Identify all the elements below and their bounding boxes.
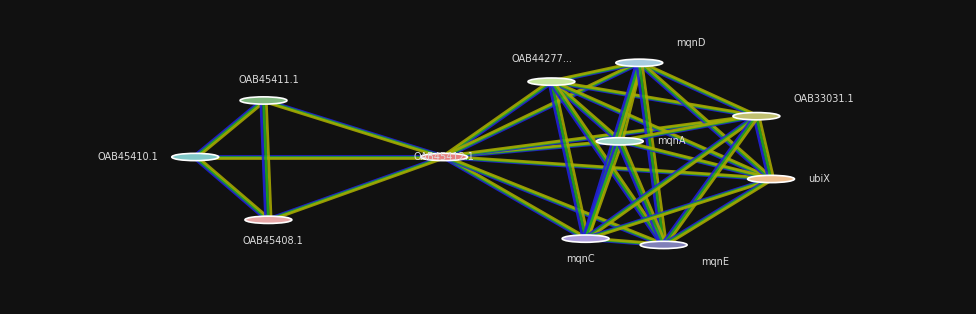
Text: mqnE: mqnE [701, 257, 729, 267]
Text: OAB45411.1: OAB45411.1 [238, 75, 299, 85]
Ellipse shape [748, 175, 794, 183]
Ellipse shape [596, 138, 643, 145]
Ellipse shape [640, 241, 687, 249]
Text: OAB45412.1: OAB45412.1 [414, 152, 474, 162]
Text: OAB33031.1: OAB33031.1 [793, 94, 854, 104]
Ellipse shape [528, 78, 575, 85]
Text: OAB45408.1: OAB45408.1 [243, 236, 304, 246]
Text: mqnD: mqnD [676, 38, 706, 48]
Ellipse shape [616, 59, 663, 67]
Ellipse shape [172, 153, 219, 161]
Ellipse shape [562, 235, 609, 242]
Ellipse shape [240, 97, 287, 104]
Text: OAB44277...: OAB44277... [511, 54, 572, 64]
Ellipse shape [421, 153, 468, 161]
Ellipse shape [733, 112, 780, 120]
Ellipse shape [245, 216, 292, 224]
Text: mqnC: mqnC [566, 254, 595, 264]
Text: mqnA: mqnA [657, 136, 685, 146]
Text: ubiX: ubiX [808, 174, 830, 184]
Text: OAB45410.1: OAB45410.1 [98, 152, 158, 162]
